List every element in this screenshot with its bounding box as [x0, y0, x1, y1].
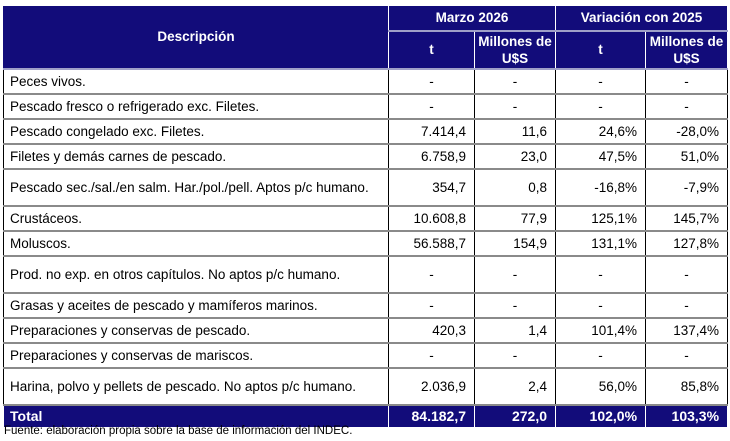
cell-desc: Pescado fresco o refrigerado exc. Filete… — [3, 93, 389, 120]
table-row: Pescado sec./sal./en salm. Har./pol./pel… — [3, 168, 729, 207]
cell-var-t: - — [555, 342, 647, 369]
table-row: Grasas y aceites de pescado y mamíferos … — [3, 292, 729, 319]
cell-musd: 2,4 — [473, 367, 557, 406]
cell-var-musd: - — [645, 292, 729, 319]
cell-musd: - — [473, 68, 557, 95]
table-row: Harina, polvo y pellets de pescado. No a… — [3, 367, 729, 406]
cell-t: 420,3 — [388, 317, 475, 344]
cell-desc: Moluscos. — [3, 230, 389, 257]
cell-desc: Filetes y demás carnes de pescado. — [3, 143, 389, 170]
cell-var-t: 131,1% — [555, 230, 647, 257]
cell-desc: Pescado sec./sal./en salm. Har./pol./pel… — [3, 168, 389, 207]
cell-var-t: - — [555, 68, 647, 95]
cell-musd: 77,9 — [473, 205, 557, 232]
cell-var-t: 24,6% — [555, 118, 647, 145]
cell-t: 354,7 — [388, 168, 475, 207]
cell-desc: Crustáceos. — [3, 205, 389, 232]
cell-var-musd: - — [645, 68, 729, 95]
cell-var-t: 47,5% — [555, 143, 647, 170]
cell-t: 56.588,7 — [388, 230, 475, 257]
header-musd: Millones de U$S — [473, 30, 557, 70]
cell-musd: - — [473, 292, 557, 319]
header-descripcion: Descripción — [3, 5, 389, 70]
cell-desc: Prod. no exp. en otros capítulos. No apt… — [3, 255, 389, 294]
cell-desc: Harina, polvo y pellets de pescado. No a… — [3, 367, 389, 406]
cell-musd: 1,4 — [473, 317, 557, 344]
cell-t: 10.608,8 — [388, 205, 475, 232]
cell-var-t: 125,1% — [555, 205, 647, 232]
cell-t: - — [388, 68, 475, 95]
cell-var-musd: 85,8% — [645, 367, 729, 406]
cell-musd: 11,6 — [473, 118, 557, 145]
cell-musd: 0,8 — [473, 168, 557, 207]
cell-desc: Preparaciones y conservas de mariscos. — [3, 342, 389, 369]
header-t: t — [388, 30, 475, 70]
cell-desc: Peces vivos. — [3, 68, 389, 95]
table-row: Pescado congelado exc. Filetes. 7.414,4 11… — [3, 118, 729, 145]
table-row: Pescado fresco o refrigerado exc. Filete… — [3, 93, 729, 120]
cell-desc: Preparaciones y conservas de pescado. — [3, 317, 389, 344]
table-row: Peces vivos. - - - - — [3, 68, 729, 95]
cell-musd: - — [473, 342, 557, 369]
total-t: 84.182,7 — [388, 404, 475, 427]
cell-t: 6.758,9 — [388, 143, 475, 170]
cell-t: 2.036,9 — [388, 367, 475, 406]
cell-desc: Pescado congelado exc. Filetes. — [3, 118, 389, 145]
table-row: Moluscos. 56.588,7 154,9 131,1% 127,8% — [3, 230, 729, 257]
cell-desc: Grasas y aceites de pescado y mamíferos … — [3, 292, 389, 319]
cell-var-musd: - — [645, 255, 729, 294]
cell-musd: - — [473, 255, 557, 294]
cell-var-t: - — [555, 255, 647, 294]
cell-var-t: - — [555, 93, 647, 120]
cell-t: - — [388, 342, 475, 369]
cell-t: 7.414,4 — [388, 118, 475, 145]
cell-var-musd: 145,7% — [645, 205, 729, 232]
cell-var-musd: - — [645, 342, 729, 369]
cell-t: - — [388, 93, 475, 120]
cell-var-t: - — [555, 292, 647, 319]
total-musd: 272,0 — [473, 404, 557, 427]
table-row: Preparaciones y conservas de mariscos. - -… — [3, 342, 729, 369]
cell-var-musd: 127,8% — [645, 230, 729, 257]
table-row: Crustáceos. 10.608,8 77,9 125,1% 145,7% — [3, 205, 729, 232]
cell-t: - — [388, 255, 475, 294]
cell-var-t: 56,0% — [555, 367, 647, 406]
total-var-t: 102,0% — [555, 404, 647, 427]
cell-var-musd: - — [645, 93, 729, 120]
cell-var-musd: -28,0% — [645, 118, 729, 145]
header-marzo-2026: Marzo 2026 — [387, 5, 557, 32]
cell-var-t: -16,8% — [555, 168, 647, 207]
header-var-musd: Millones de U$S — [645, 30, 729, 70]
total-row: Total 84.182,7 272,0 102,0% 103,3% — [3, 404, 729, 427]
table-row: Preparaciones y conservas de pescado. 420… — [3, 317, 729, 344]
cell-musd: - — [473, 93, 557, 120]
source-note: Fuente: elaboración propia sobre la base… — [4, 425, 353, 437]
header-variacion: Variación con 2025 — [555, 5, 729, 32]
total-var-musd: 103,3% — [645, 404, 729, 427]
exports-table: Descripción Marzo 2026 Variación con 202… — [3, 5, 729, 427]
header-var-t: t — [555, 30, 647, 70]
cell-var-musd: 137,4% — [645, 317, 729, 344]
table-row: Filetes y demás carnes de pescado. 6.758,… — [3, 143, 729, 170]
total-label: Total — [3, 404, 389, 427]
cell-musd: 23,0 — [473, 143, 557, 170]
table-row: Prod. no exp. en otros capítulos. No apt… — [3, 255, 729, 294]
cell-musd: 154,9 — [473, 230, 557, 257]
cell-var-t: 101,4% — [555, 317, 647, 344]
cell-var-musd: 51,0% — [645, 143, 729, 170]
cell-var-musd: -7,9% — [645, 168, 729, 207]
cell-t: - — [388, 292, 475, 319]
